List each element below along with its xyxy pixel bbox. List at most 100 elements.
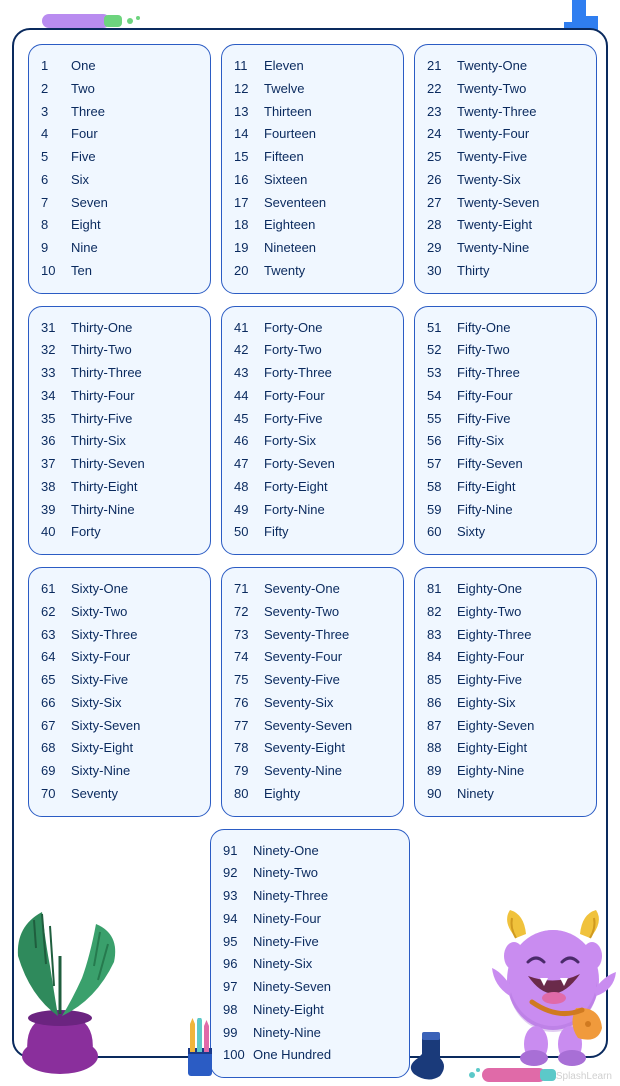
number-row: 91Ninety-One [223, 840, 401, 863]
number-value: 81 [427, 578, 457, 601]
number-value: 33 [41, 362, 71, 385]
number-value: 30 [427, 260, 457, 283]
number-word: Ninety-Six [253, 953, 401, 976]
number-value: 10 [41, 260, 71, 283]
number-row: 22Twenty-Two [427, 78, 588, 101]
number-row: 94Ninety-Four [223, 908, 401, 931]
number-word: Ninety-Seven [253, 976, 401, 999]
number-word: Fifty-Two [457, 339, 588, 362]
number-value: 41 [234, 317, 264, 340]
watermark: SplashLearn [556, 1071, 612, 1082]
number-word: Sixteen [264, 169, 395, 192]
number-value: 78 [234, 737, 264, 760]
sock-decoration [404, 1032, 450, 1084]
number-row: 5Five [41, 146, 202, 169]
number-value: 13 [234, 101, 264, 124]
number-row: 7Seven [41, 192, 202, 215]
number-word: Forty-Four [264, 385, 395, 408]
number-word: Twenty-Four [457, 123, 588, 146]
number-row: 70Seventy [41, 783, 202, 806]
number-row: 33Thirty-Three [41, 362, 202, 385]
number-word: Eighty-Nine [457, 760, 588, 783]
number-row: 42Forty-Two [234, 339, 395, 362]
number-row: 100One Hundred [223, 1044, 401, 1067]
number-word: Seventy-Seven [264, 715, 395, 738]
number-row: 55Fifty-Five [427, 408, 588, 431]
number-row: 24Twenty-Four [427, 123, 588, 146]
number-word: Fifty-Eight [457, 476, 588, 499]
number-value: 37 [41, 453, 71, 476]
number-word: Sixty-Nine [71, 760, 202, 783]
number-value: 94 [223, 908, 253, 931]
number-word: Seventy-One [264, 578, 395, 601]
number-word: Sixty-Eight [71, 737, 202, 760]
number-row: 86Eighty-Six [427, 692, 588, 715]
number-word: One Hundred [253, 1044, 401, 1067]
number-row: 43Forty-Three [234, 362, 395, 385]
number-value: 88 [427, 737, 457, 760]
number-word: Eighteen [264, 214, 395, 237]
number-row: 82Eighty-Two [427, 601, 588, 624]
number-value: 83 [427, 624, 457, 647]
number-row: 65Sixty-Five [41, 669, 202, 692]
number-value: 8 [41, 214, 71, 237]
number-row: 61Sixty-One [41, 578, 202, 601]
number-row: 4Four [41, 123, 202, 146]
number-word: Fifty-Four [457, 385, 588, 408]
number-value: 34 [41, 385, 71, 408]
number-word: Thirty-Three [71, 362, 202, 385]
number-value: 93 [223, 885, 253, 908]
number-word: Fifteen [264, 146, 395, 169]
number-value: 87 [427, 715, 457, 738]
number-value: 62 [41, 601, 71, 624]
number-row: 17Seventeen [234, 192, 395, 215]
number-box: 71Seventy-One72Seventy-Two73Seventy-Thre… [221, 567, 404, 817]
number-box: 31Thirty-One32Thirty-Two33Thirty-Three34… [28, 306, 211, 556]
number-word: Thirty-Five [71, 408, 202, 431]
number-word: Thirty-Six [71, 430, 202, 453]
number-word: Forty-Eight [264, 476, 395, 499]
number-word: Thirty-Two [71, 339, 202, 362]
number-row: 60Sixty [427, 521, 588, 544]
number-row: 14Fourteen [234, 123, 395, 146]
number-word: Seventy-Nine [264, 760, 395, 783]
number-value: 47 [234, 453, 264, 476]
number-row: 59Fifty-Nine [427, 499, 588, 522]
number-word: Ninety-Two [253, 862, 401, 885]
number-box: 11Eleven12Twelve13Thirteen14Fourteen15Fi… [221, 44, 404, 294]
number-word: Thirty-Seven [71, 453, 202, 476]
number-value: 56 [427, 430, 457, 453]
number-value: 17 [234, 192, 264, 215]
number-value: 36 [41, 430, 71, 453]
number-row: 75Seventy-Five [234, 669, 395, 692]
number-word: Ninety [457, 783, 588, 806]
number-word: Three [71, 101, 202, 124]
number-row: 23Twenty-Three [427, 101, 588, 124]
number-row: 13Thirteen [234, 101, 395, 124]
number-value: 100 [223, 1044, 253, 1067]
number-word: Nine [71, 237, 202, 260]
number-word: Eighty-Six [457, 692, 588, 715]
number-value: 57 [427, 453, 457, 476]
number-word: Twenty-Two [457, 78, 588, 101]
number-word: Nineteen [264, 237, 395, 260]
number-value: 64 [41, 646, 71, 669]
number-value: 73 [234, 624, 264, 647]
number-word: Thirty-Nine [71, 499, 202, 522]
number-row: 68Sixty-Eight [41, 737, 202, 760]
number-word: Seventy-Eight [264, 737, 395, 760]
number-row: 90Ninety [427, 783, 588, 806]
number-row: 99Ninety-Nine [223, 1022, 401, 1045]
number-row: 8Eight [41, 214, 202, 237]
number-value: 43 [234, 362, 264, 385]
number-row: 19Nineteen [234, 237, 395, 260]
number-row: 34Thirty-Four [41, 385, 202, 408]
number-row: 81Eighty-One [427, 578, 588, 601]
number-value: 14 [234, 123, 264, 146]
number-row: 67Sixty-Seven [41, 715, 202, 738]
number-row: 62Sixty-Two [41, 601, 202, 624]
number-value: 65 [41, 669, 71, 692]
number-word: Thirty [457, 260, 588, 283]
number-word: Ninety-Eight [253, 999, 401, 1022]
number-word: Thirteen [264, 101, 395, 124]
